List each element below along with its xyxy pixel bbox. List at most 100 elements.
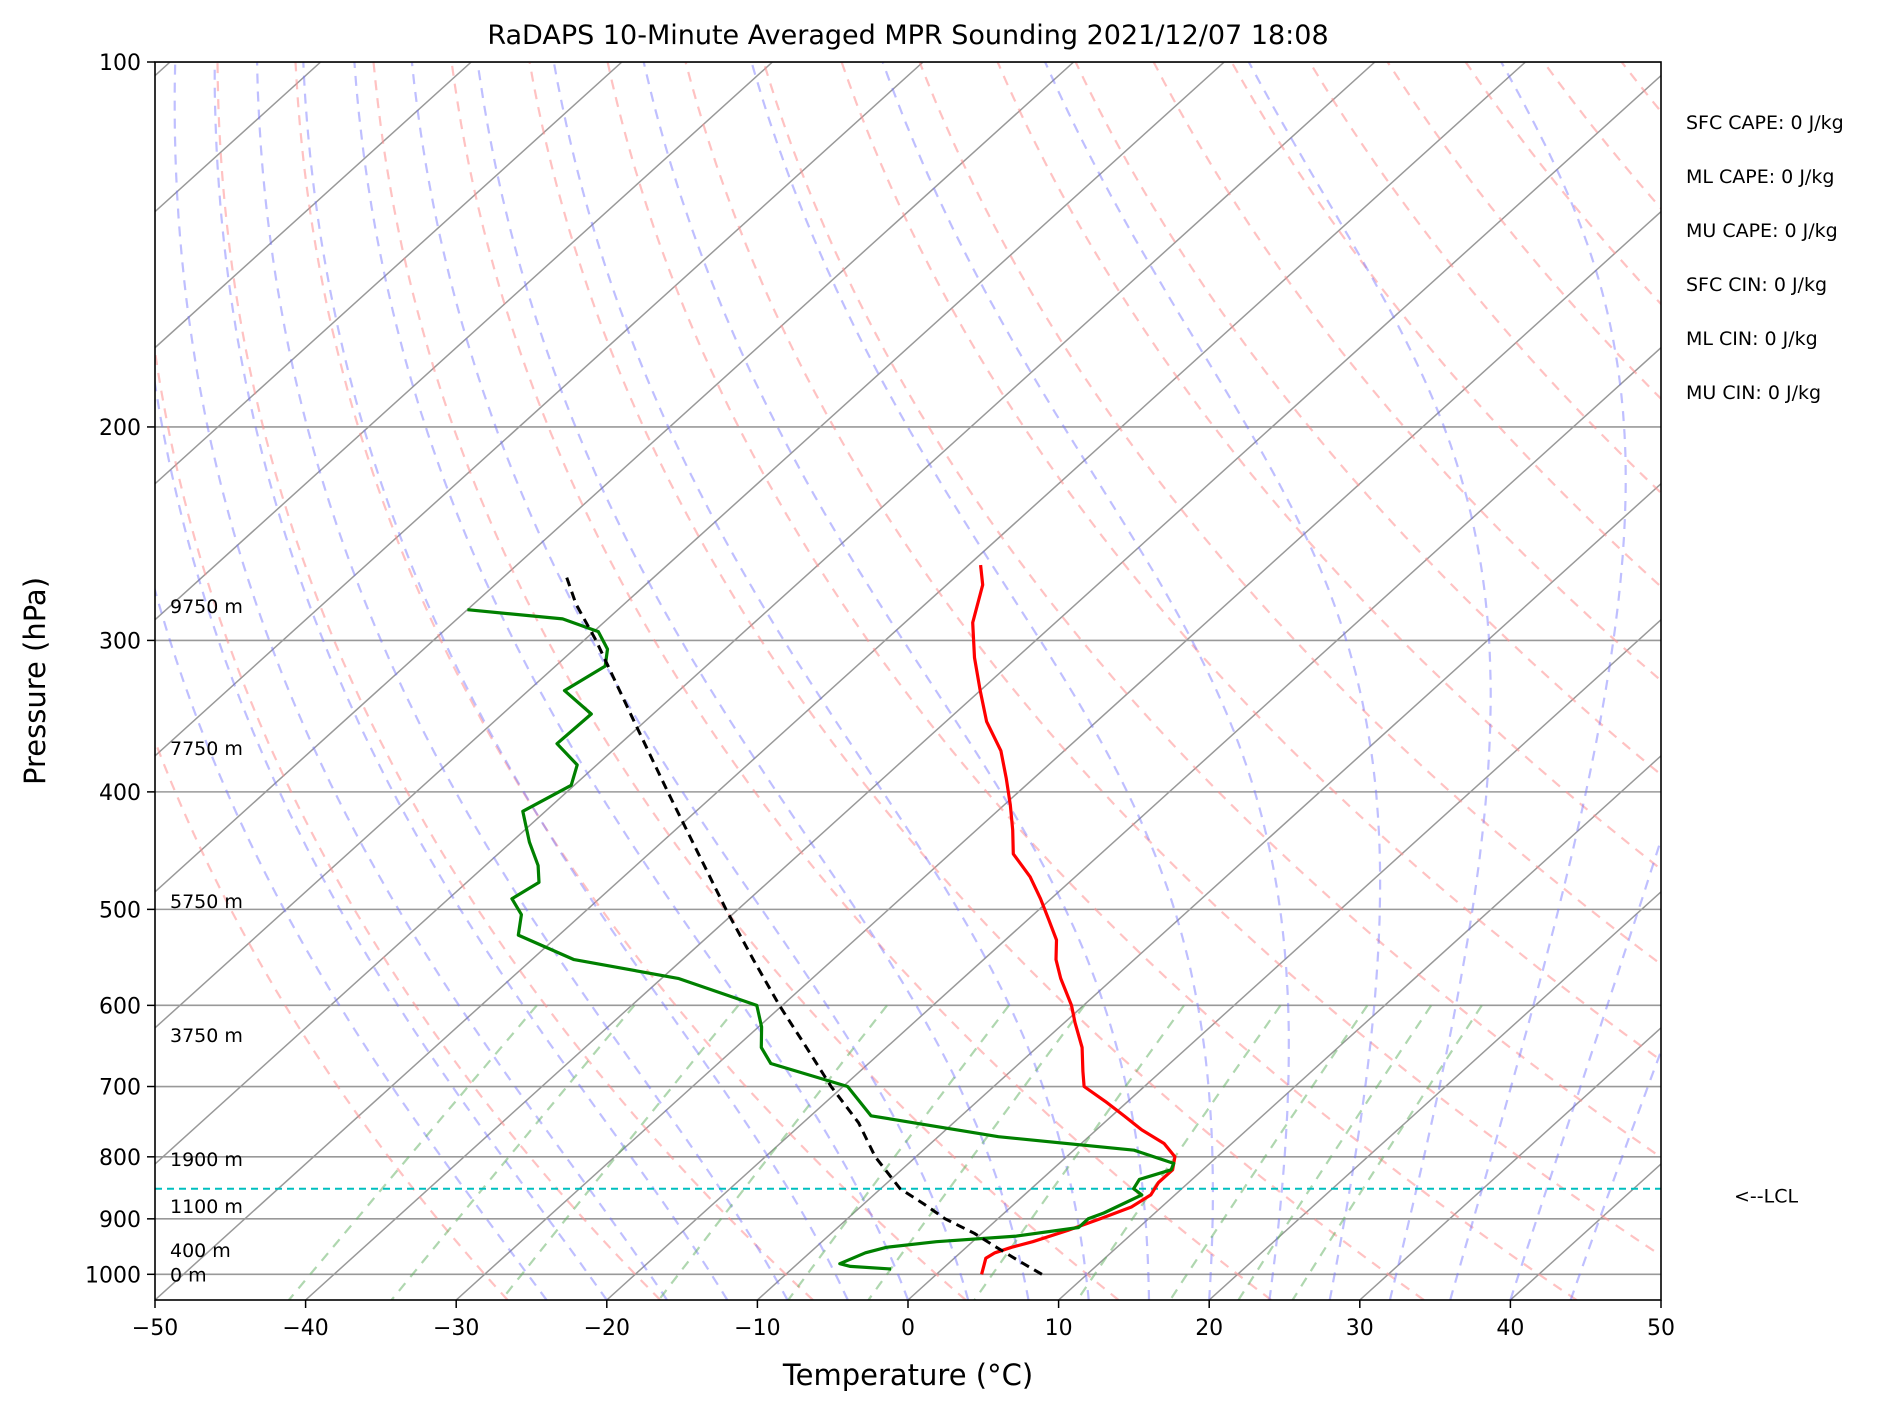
x-tick-label: 50 — [1647, 1316, 1675, 1341]
y-tick-label: 700 — [99, 1076, 141, 1101]
dry-adiabat — [528, 62, 1425, 1300]
moist-adiabat — [476, 62, 1030, 1300]
isotherm-line — [1660, 1298, 1661, 1300]
y-tick-label: 800 — [99, 1146, 141, 1171]
dry-adiabat — [840, 62, 1661, 1062]
moist-adiabat — [642, 62, 1151, 1300]
moist-adiabat — [155, 376, 608, 1300]
isotherm-line — [155, 62, 1075, 893]
dry-adiabat — [918, 62, 1661, 966]
mixing-ratio-line — [657, 1004, 888, 1300]
y-axis-label: Pressure (hPa) — [18, 577, 52, 785]
height-label: 1900 m — [170, 1149, 243, 1171]
mixing-ratio-line — [1237, 1004, 1433, 1300]
isotherm-line — [606, 346, 1661, 1300]
y-tick-label: 300 — [99, 629, 141, 654]
isotherm-line — [155, 62, 623, 485]
dry-adiabat — [1778, 62, 1882, 1300]
mixing-ratio-lines — [288, 1004, 1483, 1300]
dry-adiabat-lines — [155, 62, 1882, 1300]
moist-adiabat — [302, 62, 849, 1300]
mixing-ratio-line — [1291, 1004, 1483, 1300]
y-tick-label: 600 — [99, 994, 141, 1019]
dry-adiabat — [684, 62, 1661, 1257]
x-tick-label: 30 — [1346, 1316, 1374, 1341]
chart-title: RaDAPS 10-Minute Averaged MPR Sounding 2… — [487, 20, 1328, 51]
stability-index: SFC CIN: 0 J/kg — [1686, 274, 1827, 296]
isotherm-line — [0, 62, 19, 1300]
y-tick-label: 400 — [99, 781, 141, 806]
isotherm-line — [305, 74, 1661, 1300]
isotherm-line — [155, 62, 1376, 1165]
x-axis-label: Temperature (°C) — [782, 1358, 1033, 1392]
isotherm-line — [155, 62, 773, 621]
isotherm-line — [1058, 754, 1661, 1300]
stability-index: SFC CAPE: 0 J/kg — [1686, 112, 1844, 134]
dry-adiabat — [372, 62, 1120, 1300]
mixing-ratio-line — [1169, 1004, 1369, 1300]
moist-adiabat — [353, 62, 910, 1300]
stability-index: MU CAPE: 0 J/kg — [1686, 220, 1838, 242]
x-tick-label: 0 — [901, 1316, 915, 1341]
x-tick-label: 40 — [1496, 1316, 1524, 1341]
mixing-ratio-line — [787, 1004, 1010, 1300]
isotherm-line — [1812, 62, 1882, 1300]
plot-frame — [154, 61, 1662, 1301]
stability-index: MU CIN: 0 J/kg — [1686, 382, 1821, 404]
dry-adiabat — [155, 738, 509, 1300]
mixing-ratio-line — [390, 1004, 636, 1300]
height-label: 400 m — [170, 1240, 231, 1262]
dry-adiabat — [450, 62, 1272, 1300]
moist-adiabat — [155, 586, 548, 1300]
y-tick-label: 200 — [99, 416, 141, 441]
moist-adiabat — [881, 62, 1290, 1300]
mixing-ratio-line — [867, 1004, 1086, 1300]
isotherm-line — [155, 62, 1526, 1300]
height-label: 3750 m — [170, 1025, 243, 1047]
height-label: 9750 m — [170, 596, 243, 618]
x-axis-ticks: −50 −40 −30 −20 −10 0 10 20 30 40 50 — [132, 1300, 1675, 1341]
y-tick-label: 1000 — [85, 1263, 141, 1288]
dry-adiabat — [155, 343, 662, 1300]
x-tick-label: −40 — [282, 1316, 328, 1341]
height-label: 7750 m — [170, 738, 243, 760]
dry-adiabat — [1074, 62, 1661, 777]
mixing-ratio-line — [288, 1004, 538, 1300]
height-label: 0 m — [170, 1264, 207, 1286]
isotherm-line — [455, 210, 1661, 1300]
isotherm-line — [756, 482, 1661, 1300]
dry-adiabat — [1152, 62, 1661, 683]
height-label: 5750 m — [170, 891, 243, 913]
x-tick-label: −20 — [584, 1316, 630, 1341]
x-tick-label: −10 — [734, 1316, 780, 1341]
stability-index: ML CAPE: 0 J/kg — [1686, 166, 1834, 188]
dry-adiabat — [1308, 62, 1661, 495]
moist-adiabat-lines — [155, 62, 1661, 1300]
dry-adiabat — [294, 62, 967, 1300]
moist-adiabat — [1449, 62, 1627, 1300]
moist-adiabat — [1247, 62, 1492, 1300]
stability-index: ML CIN: 0 J/kg — [1686, 328, 1818, 350]
series-line-3 — [564, 574, 1043, 1276]
x-tick-label: 10 — [1045, 1316, 1073, 1341]
x-tick-label: 20 — [1195, 1316, 1223, 1341]
isotherm-line — [155, 62, 1225, 1029]
dry-adiabat — [996, 62, 1661, 871]
moist-adiabat — [1044, 62, 1382, 1300]
series-line-2 — [467, 608, 1176, 1271]
sounding-series — [467, 564, 1177, 1276]
isotherm-line — [155, 62, 472, 349]
isotherm-line — [155, 62, 924, 757]
x-tick-label: −50 — [132, 1316, 178, 1341]
stability-indices: SFC CAPE: 0 J/kg ML CAPE: 0 J/kg MU CAPE: … — [1686, 112, 1844, 404]
dry-adiabat — [1230, 62, 1661, 589]
moist-adiabat — [213, 62, 729, 1300]
isotherm-line — [907, 618, 1661, 1300]
height-label: 1100 m — [170, 1196, 243, 1218]
y-axis-ticks: 100 200 300 400 500 600 700 800 900 1000 — [85, 51, 155, 1288]
moist-adiabat — [1569, 1048, 1661, 1300]
moist-adiabat — [173, 62, 668, 1300]
isotherm-line — [1359, 1026, 1661, 1300]
